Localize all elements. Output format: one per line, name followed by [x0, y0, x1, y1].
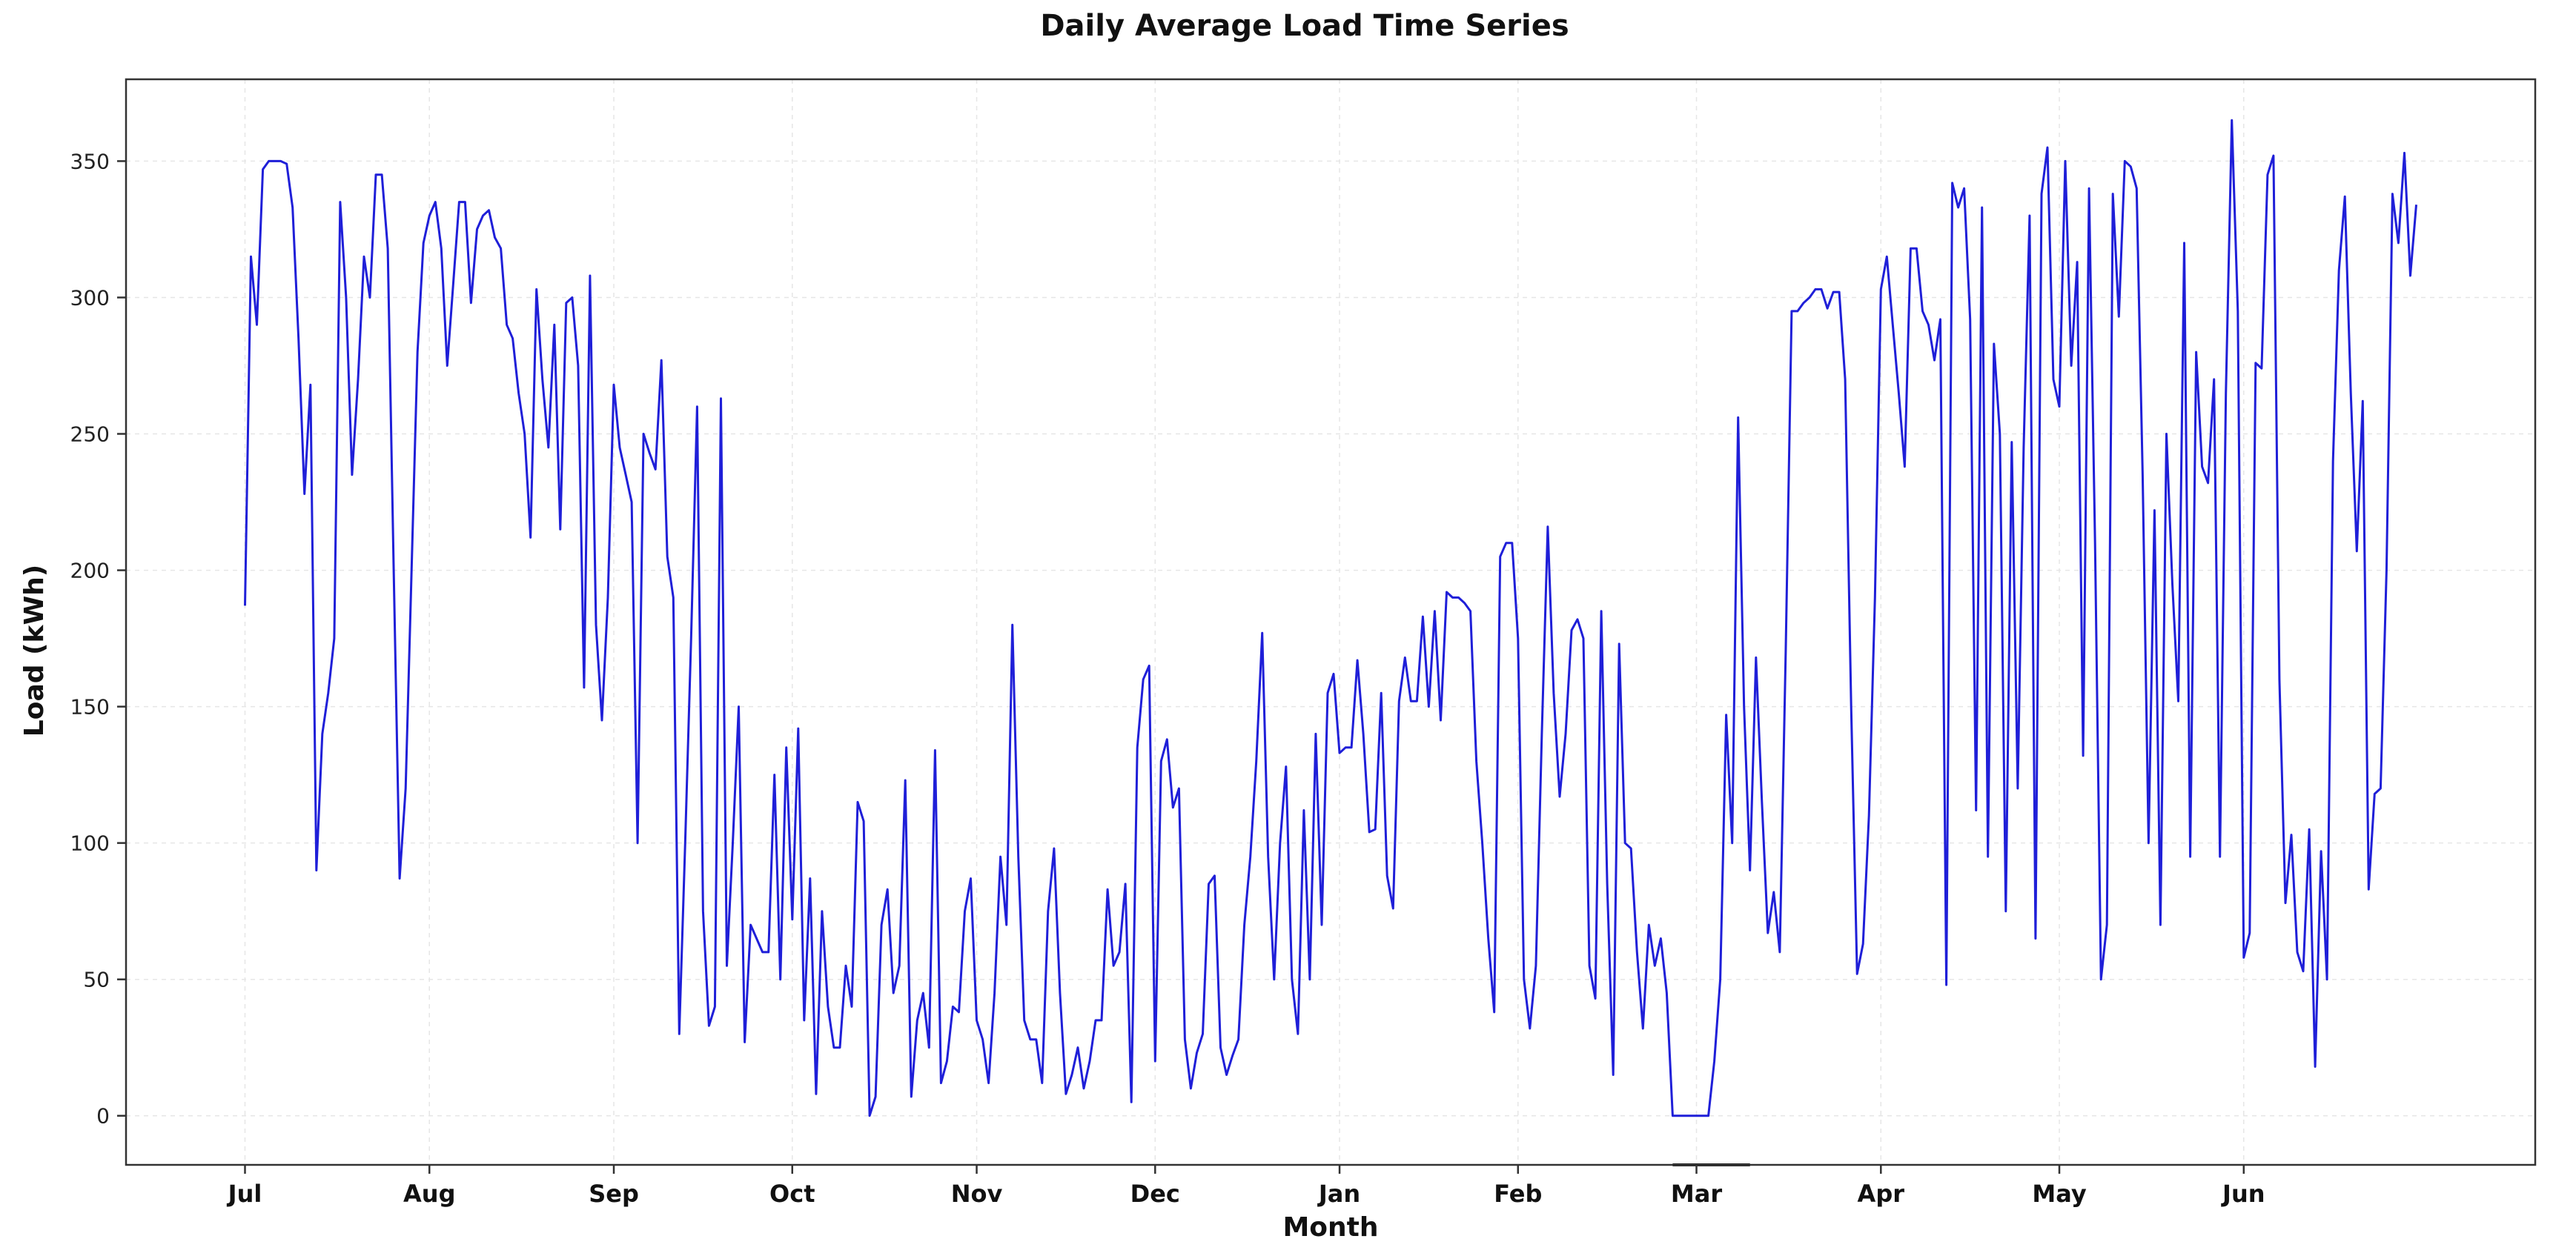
x-tick-label: Dec: [1130, 1180, 1180, 1208]
y-tick-label: 50: [83, 968, 110, 992]
y-tick-label: 350: [70, 149, 110, 173]
x-axis: Jul Aug Sep Oct Nov Dec Jan Feb Mar Apr May Jun: [227, 1165, 2265, 1208]
series-layer: [244, 119, 2417, 1117]
x-tick-label: May: [2032, 1180, 2086, 1208]
x-axis-label: Month: [1282, 1212, 1378, 1243]
x-tick-label: Aug: [403, 1180, 455, 1208]
plot-frame: [125, 78, 2537, 1166]
x-tick-label: Jan: [1317, 1180, 1360, 1208]
x-tick-label: Apr: [1858, 1180, 1905, 1208]
x-tick-label: Nov: [951, 1180, 1003, 1208]
x-tick-label: Jul: [227, 1180, 262, 1208]
x-tick-label: Sep: [589, 1180, 639, 1208]
y-axis-label: Load (kWh): [19, 565, 50, 737]
x-tick-label: Mar: [1671, 1180, 1722, 1208]
x-tick-label: Jun: [2221, 1180, 2265, 1208]
y-tick-label: 100: [70, 831, 110, 856]
y-tick-label: 300: [70, 285, 110, 310]
series-line-load: [244, 119, 2417, 1117]
y-tick-label: 200: [70, 559, 110, 583]
y-axis: 0 50 100 150 200 250 300 350: [70, 149, 126, 1129]
x-tick-label: Oct: [769, 1180, 815, 1208]
chart-title: Daily Average Load Time Series: [1040, 9, 1569, 43]
x-tick-label: Feb: [1494, 1180, 1542, 1208]
y-tick-label: 150: [70, 695, 110, 720]
y-tick-label: 250: [70, 422, 110, 447]
y-tick-label: 0: [96, 1104, 110, 1129]
